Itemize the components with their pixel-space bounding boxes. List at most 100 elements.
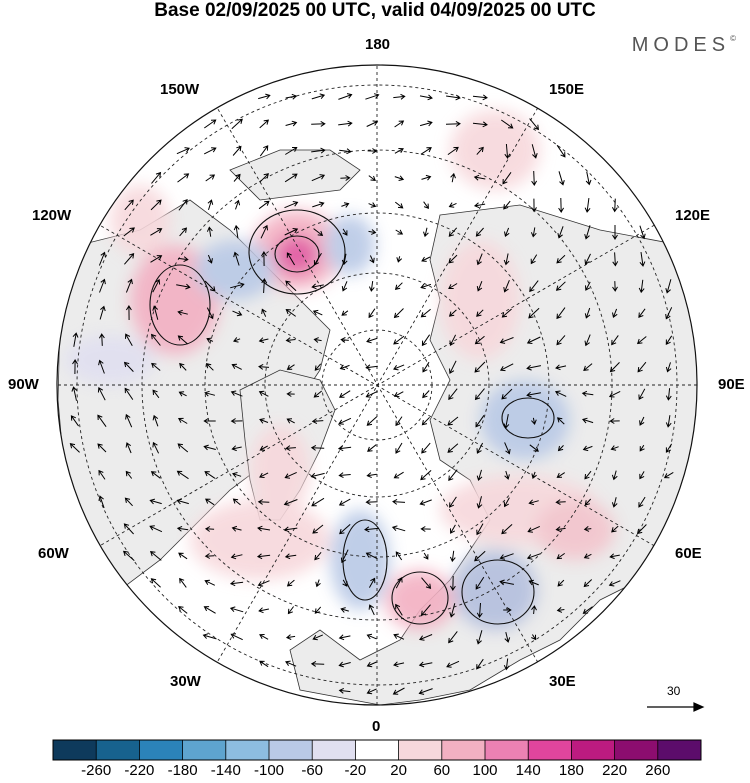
wind-arrow — [612, 308, 618, 318]
wind-arrow — [311, 497, 325, 507]
wind-arrow — [207, 254, 213, 264]
land-eurasia — [289, 204, 697, 705]
wind-arrow — [582, 606, 593, 614]
colorbar-swatch — [182, 740, 227, 760]
wind-arrow — [529, 280, 539, 293]
wind-arrow — [311, 120, 326, 127]
wind-arrow — [526, 336, 541, 344]
wind-arrow — [204, 526, 215, 532]
anomaly-blue-low-alaska — [195, 240, 275, 300]
colorbar-tick-label: -260 — [81, 762, 112, 779]
wind-arrow — [179, 577, 187, 588]
wind-arrow — [176, 147, 190, 155]
wind-arrow — [258, 390, 269, 397]
wind-arrow — [283, 499, 298, 506]
wind-arrow — [420, 283, 432, 290]
wind-arrow — [421, 334, 431, 347]
contour-bering-outer — [248, 209, 346, 295]
wind-arrow — [204, 390, 216, 397]
wind-arrow — [368, 604, 375, 616]
wind-arrow — [69, 442, 80, 453]
wind-arrow — [259, 660, 269, 668]
wind-vectors — [69, 93, 674, 695]
wind-arrow — [367, 444, 377, 452]
wind-arrow — [256, 553, 271, 560]
wind-arrow — [609, 418, 620, 424]
wind-arrow — [125, 442, 132, 454]
wind-arrow — [339, 364, 350, 371]
wind-arrow — [419, 499, 432, 506]
wind-arrow — [448, 227, 458, 237]
wind-arrow — [313, 228, 324, 236]
colorbar-swatch — [614, 740, 659, 760]
wind-arrow — [581, 390, 594, 397]
wind-arrow — [583, 553, 592, 559]
wind-arrow — [341, 281, 348, 292]
wind-arrow — [231, 118, 243, 130]
wind-arrow — [585, 281, 591, 291]
wind-arrow — [152, 389, 160, 399]
wind-arrow — [665, 388, 672, 401]
wind-arrow — [311, 147, 326, 154]
wind-arrow — [446, 94, 461, 101]
wind-arrow — [612, 252, 619, 267]
colorbar-swatch — [398, 740, 443, 760]
wind-arrow — [503, 607, 512, 613]
wind-arrow — [395, 442, 403, 454]
wind-arrow — [449, 334, 457, 347]
contour-siberia — [501, 397, 555, 439]
wind-arrow — [422, 361, 430, 373]
wind-arrow — [125, 278, 133, 293]
wind-arrow — [203, 444, 216, 451]
wind-arrow — [261, 308, 267, 317]
wind-arrow — [365, 364, 378, 371]
contour-canada — [149, 264, 211, 346]
wind-arrow — [366, 661, 377, 668]
wind-arrow — [638, 388, 646, 401]
wind-arrow — [423, 227, 429, 238]
meridian-120 — [95, 222, 659, 549]
wind-arrow — [176, 283, 191, 290]
wind-arrow — [232, 498, 241, 506]
wind-arrow — [637, 361, 647, 373]
contour-russia — [461, 559, 535, 625]
lat-circle-70 — [264, 272, 490, 498]
wind-arrow — [555, 364, 567, 371]
wind-arrow — [367, 148, 378, 154]
wind-arrow — [531, 144, 538, 159]
wind-arrow — [472, 121, 488, 128]
wind-arrow — [557, 226, 564, 239]
wind-arrow — [420, 308, 431, 318]
wind-arrow — [393, 471, 404, 479]
wind-arrow — [125, 470, 133, 479]
wind-arrow — [259, 119, 270, 129]
wind-arrow — [206, 337, 214, 343]
wind-arrow — [261, 251, 267, 267]
wind-arrow — [474, 550, 486, 562]
colorbar-tick-label: 100 — [472, 762, 498, 779]
wind-arrow — [230, 553, 243, 560]
wind-arrow — [557, 445, 564, 452]
wind-arrow — [177, 173, 190, 183]
wind-arrow — [72, 332, 79, 347]
wind-arrow — [259, 173, 269, 183]
wind-arrow — [205, 363, 214, 371]
wind-arrow — [340, 175, 351, 181]
colorbar-swatch — [528, 740, 572, 760]
wind-arrow — [315, 579, 321, 588]
wind-arrow — [149, 498, 162, 505]
wind-arrow — [476, 309, 484, 317]
wind-arrow — [665, 362, 672, 373]
wind-arrow — [581, 417, 594, 424]
wind-arrow — [421, 442, 431, 454]
wind-arrow — [259, 472, 269, 478]
wind-arrow — [365, 390, 378, 398]
wind-arrow — [558, 171, 565, 186]
wind-arrow — [475, 227, 484, 237]
wind-arrow — [638, 308, 646, 318]
wind-arrow — [151, 333, 161, 346]
wind-arrow — [314, 363, 322, 371]
map-title: Base 02/09/2025 00 UTC, valid 04/09/2025… — [154, 0, 596, 21]
wind-arrow — [99, 278, 106, 293]
wind-arrow — [638, 496, 646, 508]
